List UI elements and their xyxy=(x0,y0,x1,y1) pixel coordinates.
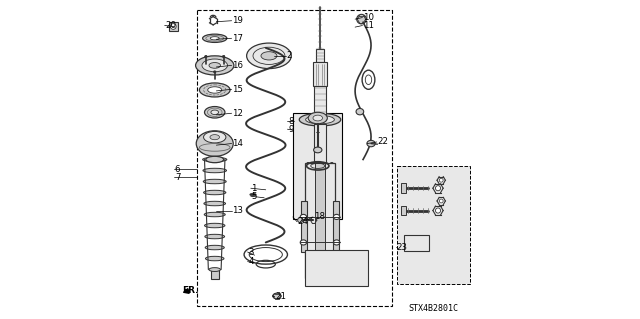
Bar xyxy=(314,124,326,163)
Ellipse shape xyxy=(211,37,219,40)
Ellipse shape xyxy=(439,178,443,182)
Ellipse shape xyxy=(196,131,233,156)
Text: 12: 12 xyxy=(232,109,243,118)
Ellipse shape xyxy=(246,43,291,69)
Text: 1: 1 xyxy=(252,184,257,193)
Text: 6: 6 xyxy=(175,165,180,174)
Ellipse shape xyxy=(314,118,326,122)
Ellipse shape xyxy=(356,14,366,24)
Ellipse shape xyxy=(204,179,226,184)
Text: 24: 24 xyxy=(298,217,308,226)
Text: 7: 7 xyxy=(175,173,180,182)
Ellipse shape xyxy=(196,56,234,75)
Ellipse shape xyxy=(306,115,334,124)
Ellipse shape xyxy=(214,71,216,73)
Text: 9: 9 xyxy=(288,125,294,134)
Bar xyxy=(305,163,335,278)
Text: 20: 20 xyxy=(165,21,176,30)
Ellipse shape xyxy=(308,112,327,124)
Ellipse shape xyxy=(203,34,227,42)
Ellipse shape xyxy=(205,56,207,57)
Bar xyxy=(314,86,326,120)
Ellipse shape xyxy=(313,115,323,121)
Bar xyxy=(401,183,406,193)
Ellipse shape xyxy=(250,193,256,196)
Ellipse shape xyxy=(205,245,224,250)
Text: STX4B2801C: STX4B2801C xyxy=(408,304,458,313)
Text: 2: 2 xyxy=(287,51,292,60)
Ellipse shape xyxy=(208,87,221,93)
Ellipse shape xyxy=(222,56,225,57)
Ellipse shape xyxy=(204,212,225,217)
Ellipse shape xyxy=(300,214,307,219)
Bar xyxy=(333,201,339,252)
Ellipse shape xyxy=(300,240,307,245)
Ellipse shape xyxy=(206,156,223,163)
Ellipse shape xyxy=(435,208,440,213)
Ellipse shape xyxy=(204,190,226,195)
Bar xyxy=(313,62,327,86)
Text: 3: 3 xyxy=(248,248,253,256)
Ellipse shape xyxy=(333,240,340,245)
Ellipse shape xyxy=(439,199,443,203)
Text: 18: 18 xyxy=(314,212,324,221)
Ellipse shape xyxy=(204,131,226,143)
Bar xyxy=(211,270,218,279)
Ellipse shape xyxy=(367,140,375,147)
Bar xyxy=(401,206,406,215)
Bar xyxy=(404,235,429,251)
Bar xyxy=(397,166,470,284)
Bar xyxy=(293,113,342,219)
Ellipse shape xyxy=(205,223,225,228)
Text: 22: 22 xyxy=(378,137,388,146)
Ellipse shape xyxy=(205,107,225,118)
Ellipse shape xyxy=(300,113,340,126)
Ellipse shape xyxy=(200,83,230,97)
Ellipse shape xyxy=(261,52,277,60)
Bar xyxy=(315,163,325,252)
Ellipse shape xyxy=(205,234,225,239)
Ellipse shape xyxy=(203,157,227,162)
Bar xyxy=(301,201,307,252)
Text: 21: 21 xyxy=(275,292,286,301)
Ellipse shape xyxy=(298,218,303,223)
Ellipse shape xyxy=(202,59,227,72)
Bar xyxy=(169,22,178,31)
Bar xyxy=(305,250,369,286)
Text: 11: 11 xyxy=(363,21,374,30)
Ellipse shape xyxy=(170,24,176,29)
Text: 14: 14 xyxy=(232,139,243,148)
Text: 23: 23 xyxy=(397,243,408,252)
Bar xyxy=(316,49,324,62)
Ellipse shape xyxy=(204,201,225,206)
Text: 4: 4 xyxy=(248,257,253,266)
Ellipse shape xyxy=(314,147,322,153)
Ellipse shape xyxy=(435,186,440,191)
Ellipse shape xyxy=(209,268,220,271)
Text: 10: 10 xyxy=(363,13,374,22)
Text: 13: 13 xyxy=(232,206,243,215)
Polygon shape xyxy=(307,163,333,242)
Ellipse shape xyxy=(310,274,330,281)
Text: FR.: FR. xyxy=(182,286,198,295)
Ellipse shape xyxy=(356,108,364,115)
Text: 16: 16 xyxy=(232,61,243,70)
Ellipse shape xyxy=(203,168,227,173)
Ellipse shape xyxy=(209,63,220,68)
Ellipse shape xyxy=(273,293,281,299)
Ellipse shape xyxy=(210,135,220,140)
Bar xyxy=(197,10,392,306)
Ellipse shape xyxy=(211,110,218,115)
Ellipse shape xyxy=(205,256,224,261)
Text: 8: 8 xyxy=(288,117,294,126)
Text: 19: 19 xyxy=(232,16,243,25)
Text: 5: 5 xyxy=(252,192,257,201)
Text: 17: 17 xyxy=(232,34,243,43)
Text: 15: 15 xyxy=(232,85,243,94)
Ellipse shape xyxy=(333,214,340,219)
